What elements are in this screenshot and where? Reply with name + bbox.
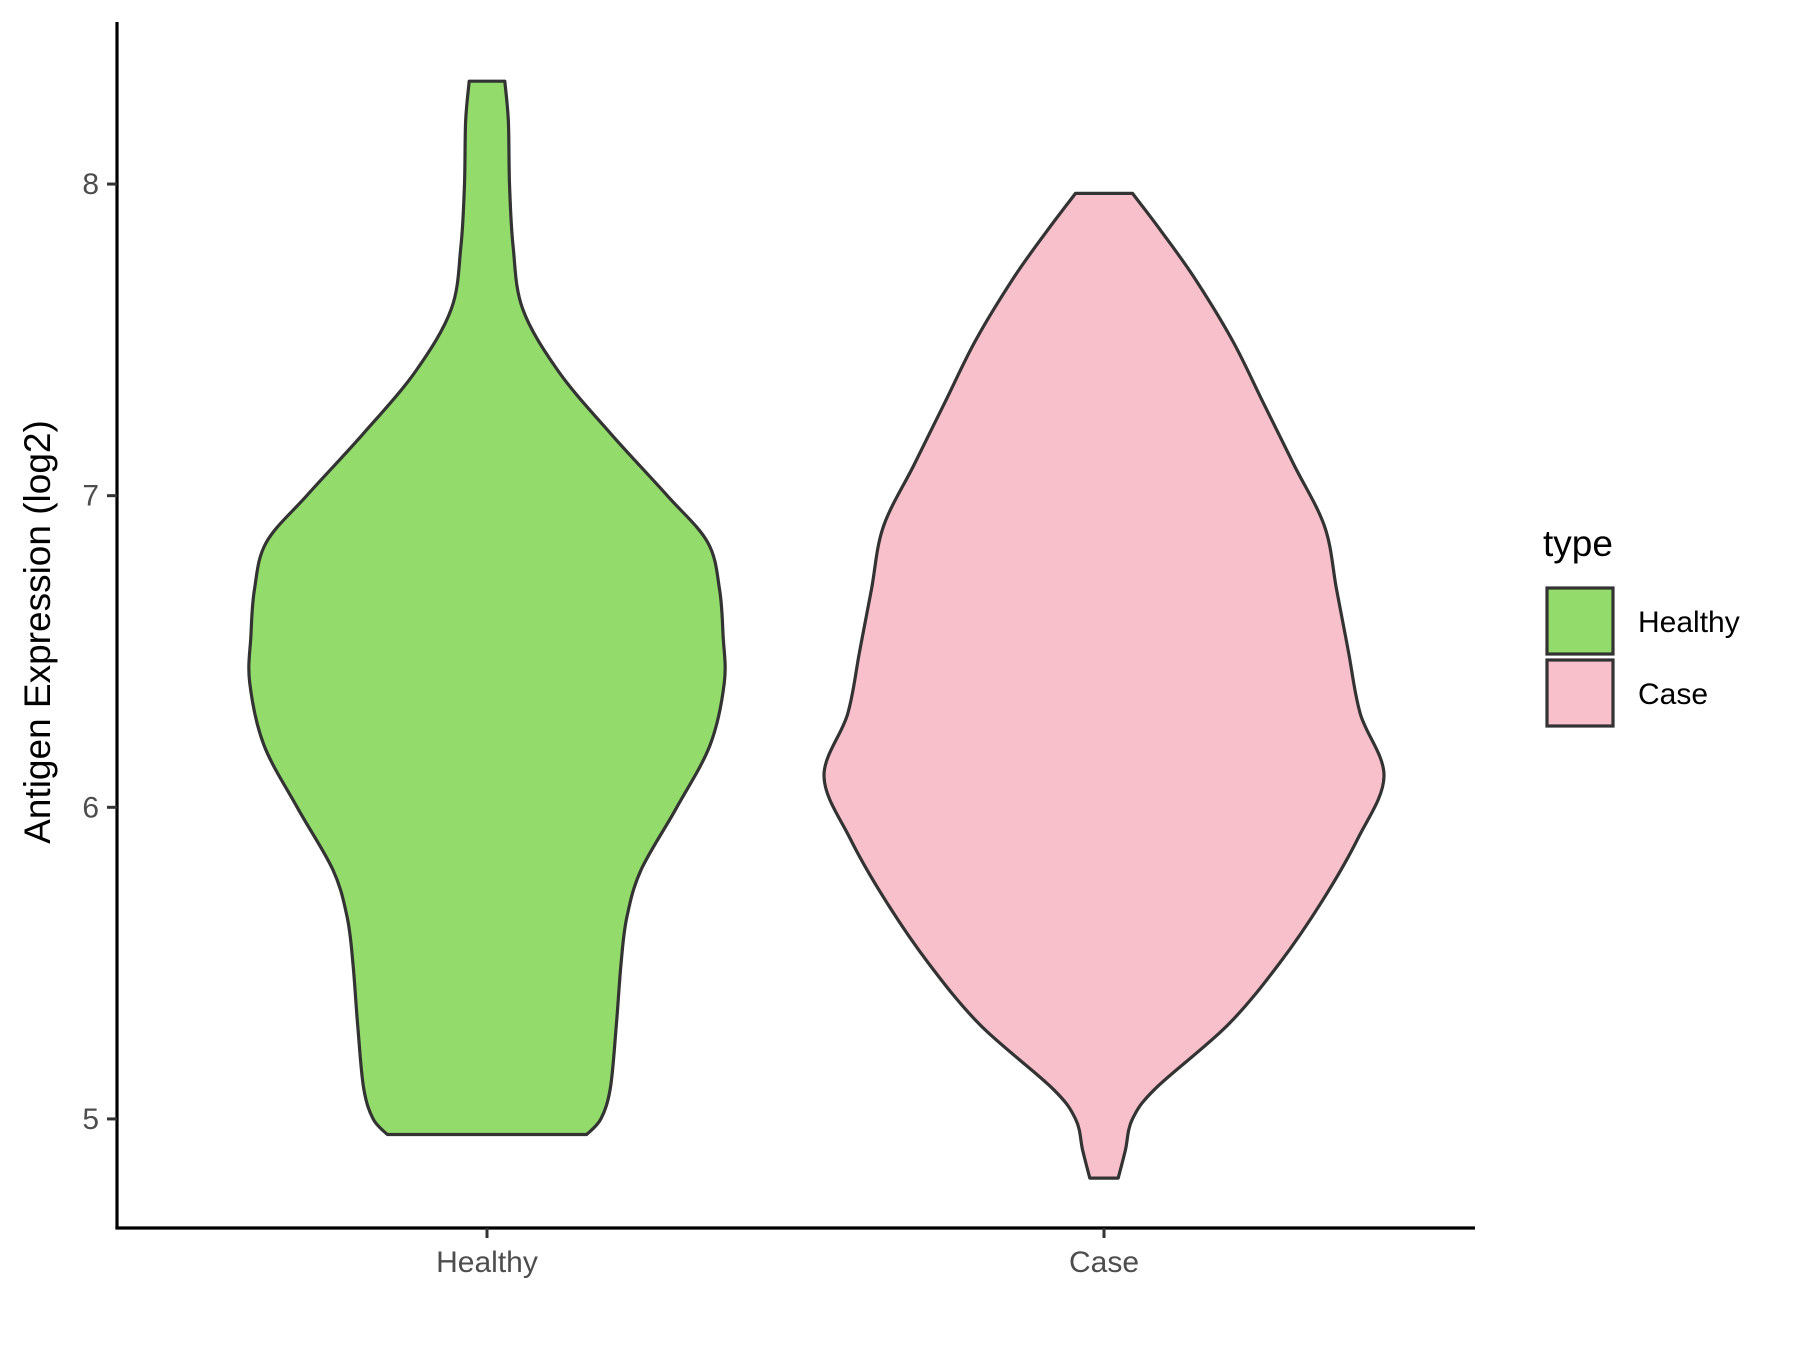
legend: type Healthy Case xyxy=(1543,523,1740,728)
legend-label-case: Case xyxy=(1638,678,1708,711)
violin-case xyxy=(822,191,1386,1180)
axes-layer: 5 6 7 8 Healthy Case xyxy=(82,22,1475,1279)
legend-key-case xyxy=(1545,658,1615,728)
y-tick-label-6: 6 xyxy=(82,791,99,824)
y-tick-label-5: 5 xyxy=(82,1103,99,1136)
legend-key-healthy xyxy=(1545,586,1615,656)
y-tick-label-7: 7 xyxy=(82,480,99,513)
violin-healthy xyxy=(247,79,727,1137)
violins-layer xyxy=(247,79,1386,1180)
y-tick-label-8: 8 xyxy=(82,168,99,201)
legend-title: type xyxy=(1543,523,1613,564)
y-axis-title: Antigen Expression (log2) xyxy=(17,420,58,844)
x-tick-label-healthy: Healthy xyxy=(436,1246,538,1279)
x-tick-label-case: Case xyxy=(1069,1246,1139,1279)
legend-label-healthy: Healthy xyxy=(1638,606,1740,639)
